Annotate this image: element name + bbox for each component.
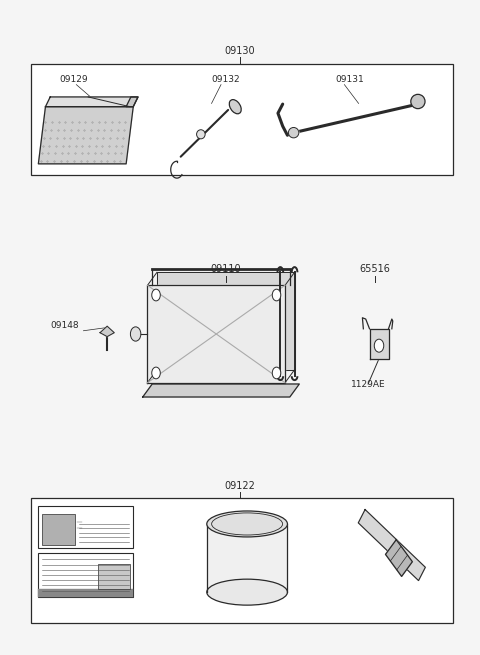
Polygon shape xyxy=(100,326,114,337)
Circle shape xyxy=(131,327,141,341)
Bar xyxy=(38,590,133,597)
Polygon shape xyxy=(207,524,288,592)
Ellipse shape xyxy=(207,511,288,537)
Ellipse shape xyxy=(229,100,241,114)
Text: 09131: 09131 xyxy=(335,75,364,84)
Bar xyxy=(97,564,130,589)
Polygon shape xyxy=(385,540,412,576)
Circle shape xyxy=(374,339,384,352)
Bar xyxy=(31,498,454,623)
Polygon shape xyxy=(147,286,285,383)
Polygon shape xyxy=(370,329,388,359)
Text: 09130: 09130 xyxy=(225,46,255,56)
Text: 09132: 09132 xyxy=(212,75,240,84)
Bar xyxy=(31,64,454,175)
Circle shape xyxy=(152,290,160,301)
Circle shape xyxy=(152,367,160,379)
Circle shape xyxy=(272,290,281,301)
Ellipse shape xyxy=(197,130,205,139)
Polygon shape xyxy=(46,97,138,107)
Polygon shape xyxy=(126,97,138,107)
Text: 09110: 09110 xyxy=(210,264,241,274)
Bar xyxy=(42,514,75,545)
Bar xyxy=(38,553,133,597)
Bar xyxy=(38,506,133,548)
Ellipse shape xyxy=(207,579,288,605)
Polygon shape xyxy=(157,272,295,369)
Text: 09122: 09122 xyxy=(225,481,255,491)
Text: 65516: 65516 xyxy=(360,264,391,274)
Text: 09129: 09129 xyxy=(60,75,88,84)
Text: 09148: 09148 xyxy=(50,321,79,330)
Circle shape xyxy=(272,367,281,379)
Polygon shape xyxy=(38,107,133,164)
Polygon shape xyxy=(143,384,300,397)
Text: 1129AE: 1129AE xyxy=(351,380,385,389)
Ellipse shape xyxy=(411,94,425,109)
Ellipse shape xyxy=(288,128,299,138)
Polygon shape xyxy=(358,510,425,580)
